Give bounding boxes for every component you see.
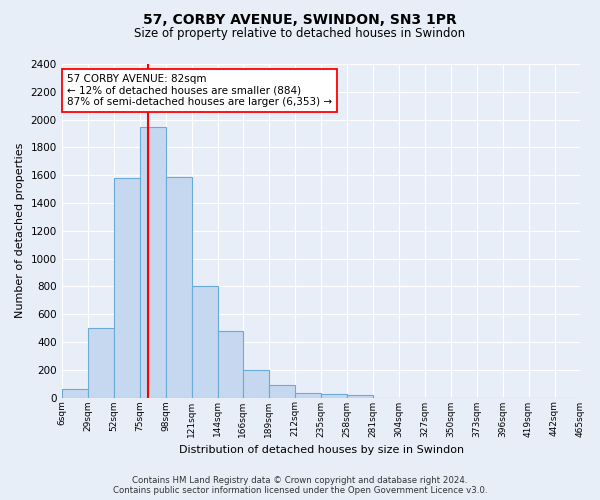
X-axis label: Distribution of detached houses by size in Swindon: Distribution of detached houses by size … bbox=[179, 445, 464, 455]
Y-axis label: Number of detached properties: Number of detached properties bbox=[15, 143, 25, 318]
Bar bbox=[88, 328, 113, 398]
Bar bbox=[295, 392, 320, 398]
Bar bbox=[218, 331, 242, 398]
Text: 57, CORBY AVENUE, SWINDON, SN3 1PR: 57, CORBY AVENUE, SWINDON, SN3 1PR bbox=[143, 12, 457, 26]
Bar bbox=[269, 385, 295, 398]
Bar bbox=[62, 389, 88, 398]
Bar bbox=[191, 286, 218, 398]
Bar bbox=[113, 178, 140, 398]
Bar bbox=[140, 126, 166, 398]
Bar bbox=[166, 176, 191, 398]
Bar bbox=[242, 370, 269, 398]
Text: Contains HM Land Registry data © Crown copyright and database right 2024.
Contai: Contains HM Land Registry data © Crown c… bbox=[113, 476, 487, 495]
Bar bbox=[320, 394, 347, 398]
Text: 57 CORBY AVENUE: 82sqm
← 12% of detached houses are smaller (884)
87% of semi-de: 57 CORBY AVENUE: 82sqm ← 12% of detached… bbox=[67, 74, 332, 107]
Text: Size of property relative to detached houses in Swindon: Size of property relative to detached ho… bbox=[134, 28, 466, 40]
Bar bbox=[347, 394, 373, 398]
